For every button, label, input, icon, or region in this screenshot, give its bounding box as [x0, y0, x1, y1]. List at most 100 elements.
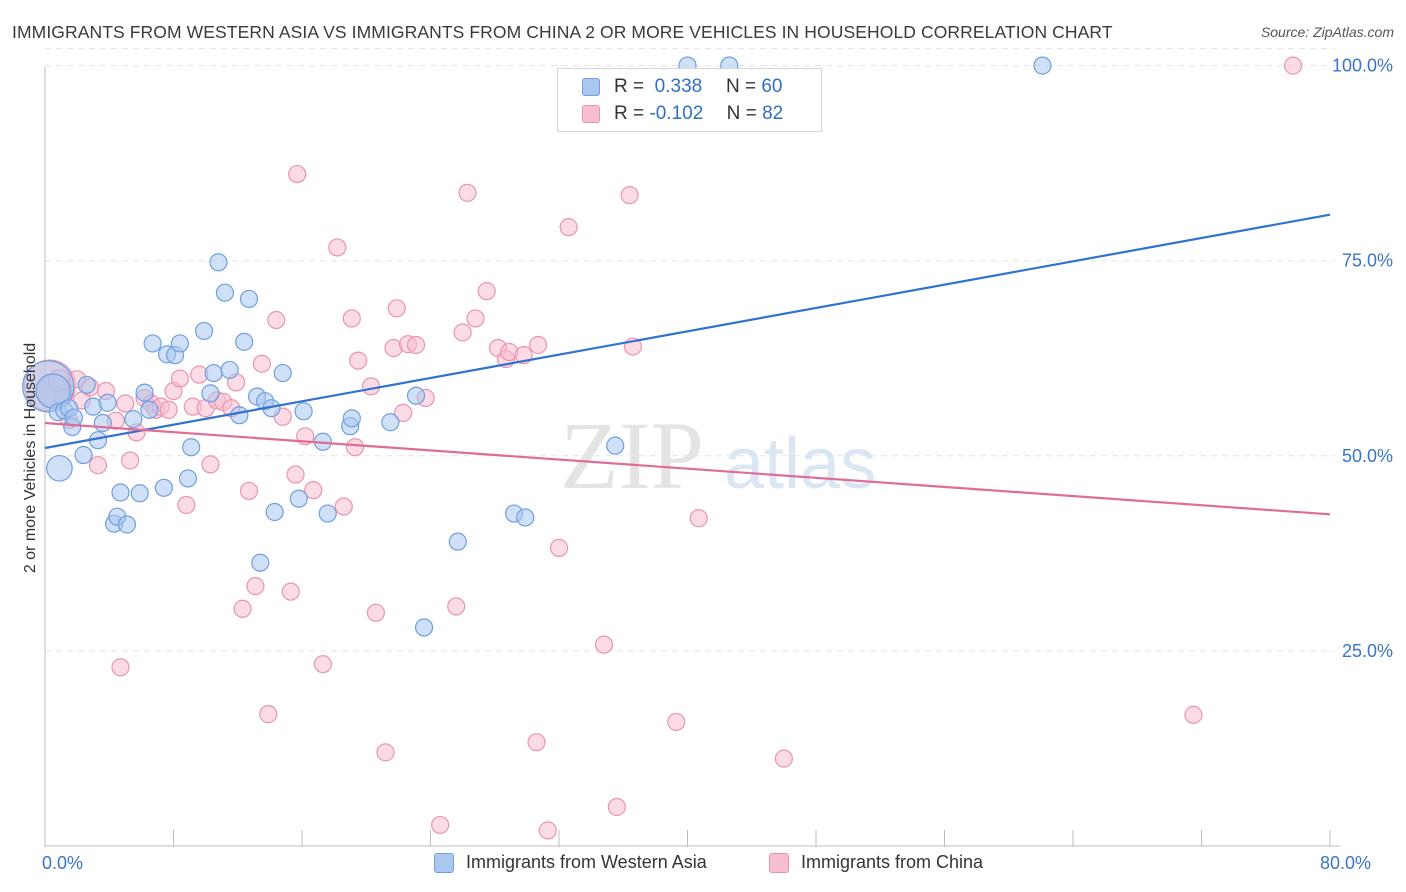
axes	[44, 67, 1340, 847]
china-point-49	[361, 377, 381, 396]
china-point-56	[406, 335, 426, 355]
china-point-32	[239, 481, 259, 501]
china-point-42	[304, 481, 323, 500]
bottom-legend-swatch-western-asia	[434, 852, 454, 873]
china-point-74	[607, 797, 626, 817]
china-point-39	[286, 465, 305, 484]
china-point-58	[431, 815, 450, 835]
china-point-70	[538, 821, 557, 840]
china-point-13	[121, 451, 140, 470]
legend-swatch-china	[582, 105, 600, 123]
western-asia-point-4	[46, 454, 73, 482]
china-point-62	[466, 309, 485, 328]
western-asia-point-17	[117, 515, 137, 534]
china-point-50	[366, 603, 385, 622]
legend-n-label: N =	[725, 76, 757, 97]
watermark: ZIP atlas	[560, 402, 876, 509]
china-point-31	[233, 599, 252, 618]
legend-r-value-china: -0.102	[649, 103, 704, 124]
bottom-legend-swatch-china	[769, 852, 789, 873]
china-point-26	[201, 455, 220, 474]
western-asia-point-35	[230, 406, 249, 425]
china-point-71	[549, 538, 569, 557]
western-asia-point-33	[215, 283, 234, 302]
china-point-69	[529, 335, 548, 355]
legend-n-label: N =	[726, 103, 757, 124]
china-point-51	[376, 743, 395, 762]
legend-r-label: R =	[614, 103, 645, 124]
watermark-zip: ZIP	[560, 402, 704, 509]
china-point-36	[267, 310, 286, 330]
western-asia-point-27	[178, 469, 198, 488]
western-asia-point-13	[98, 393, 117, 412]
china-point-48	[349, 351, 368, 370]
western-asia-point-9	[77, 375, 96, 394]
china-point-8	[88, 456, 108, 475]
legend-n-value-china: 82	[762, 103, 784, 124]
western-asia-point-44	[289, 489, 308, 508]
china-point-68	[527, 733, 546, 752]
china-point-63	[477, 282, 496, 301]
western-asia-point-36	[235, 332, 254, 351]
trend-line-western-asia	[44, 213, 1331, 450]
china-point-53	[387, 299, 406, 318]
source-label: Source: ZipAtlas.com	[1260, 24, 1394, 40]
china-point-79	[774, 749, 793, 768]
china-point-75	[620, 186, 639, 205]
china-point-59	[447, 597, 466, 616]
legend-n-value-western-asia: 60	[761, 76, 783, 97]
y-tick-label-25: 25.0%	[1342, 641, 1393, 661]
western-asia-point-34	[220, 360, 239, 380]
china-point-44	[328, 238, 347, 257]
china-point-11	[111, 658, 130, 677]
bottom-legend-western-asia[interactable]: Immigrants from Western Asia	[434, 852, 707, 873]
china-point-19	[159, 400, 178, 419]
western-asia-point-22	[143, 334, 162, 353]
china-point-77	[667, 712, 686, 732]
western-asia-point-51	[406, 386, 426, 405]
western-asia-point-58	[1033, 56, 1052, 75]
western-asia-point-39	[251, 553, 270, 572]
bottom-legend: Immigrants from Western Asia Immigrants …	[0, 852, 1406, 876]
western-asia-point-37	[239, 289, 259, 309]
western-asia-point-55	[516, 508, 535, 527]
bottom-legend-china[interactable]: Immigrants from China	[769, 852, 983, 873]
china-point-22	[177, 495, 196, 515]
legend-r-value-western-asia: 0.338	[654, 76, 703, 97]
trend-line-china	[44, 421, 1331, 516]
china-point-40	[288, 164, 307, 184]
western-asia-point-12	[93, 413, 112, 433]
western-asia-point-29	[194, 321, 214, 341]
western-asia-point-18	[124, 410, 143, 429]
western-asia-point-21	[140, 400, 159, 419]
china-point-47	[345, 438, 365, 457]
western-asia-point-53	[448, 532, 467, 551]
western-asia-point-43	[273, 363, 292, 383]
western-asia-points	[22, 56, 1052, 637]
y-tick-label-100: 100.0%	[1332, 56, 1393, 76]
bottom-legend-label-western-asia: Immigrants from Western Asia	[466, 852, 707, 872]
western-asia-point-32	[209, 253, 228, 272]
western-asia-point-20	[135, 383, 154, 402]
western-asia-point-31	[204, 363, 223, 383]
western-asia-point-45	[294, 402, 313, 421]
western-asia-point-23	[154, 478, 173, 497]
legend-row-western-asia: R = 0.338 N = 60	[582, 74, 782, 100]
china-point-72	[559, 218, 578, 237]
y-tick-labels: 25.0% 50.0% 75.0% 100.0%	[1332, 56, 1393, 661]
grid-lines	[45, 48, 1335, 652]
x-tick-max: 80.0%	[1320, 853, 1372, 873]
y-axis-label: 2 or more Vehicles in Household	[22, 342, 39, 574]
china-point-54	[394, 403, 413, 422]
chart-title: IMMIGRANTS FROM WESTERN ASIA VS IMMIGRAN…	[12, 22, 1113, 42]
china-point-21	[170, 369, 190, 388]
western-asia-point-30	[201, 384, 220, 403]
western-asia-point-28	[182, 438, 201, 457]
china-point-61	[458, 183, 477, 202]
china-point-60	[453, 323, 472, 342]
china-point-45	[334, 497, 353, 516]
x-tick-min: 0.0%	[42, 853, 84, 873]
china-point-80	[1184, 705, 1203, 724]
western-asia-point-50	[381, 413, 400, 432]
